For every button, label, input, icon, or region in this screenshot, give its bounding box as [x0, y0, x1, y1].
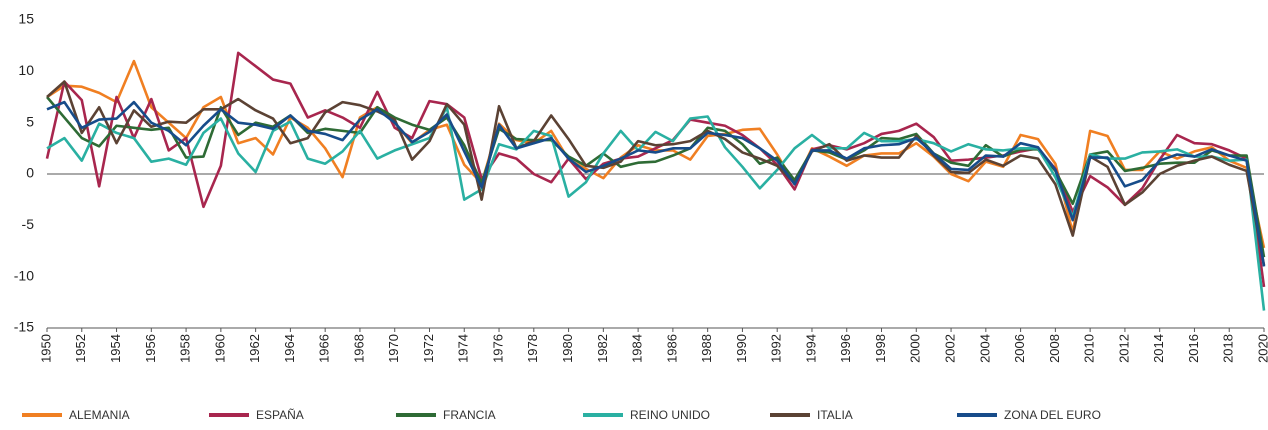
x-tick-label: 1966: [317, 334, 332, 363]
x-tick-label: 1992: [769, 334, 784, 363]
x-tick-label: 1964: [282, 334, 297, 363]
y-tick-label: 0: [26, 165, 34, 181]
y-tick-label: 15: [18, 11, 34, 27]
x-tick-label: 1956: [143, 334, 158, 363]
x-tick-label: 2000: [908, 334, 923, 363]
x-tick-label: 1982: [595, 334, 610, 363]
y-tick-label: -5: [22, 216, 35, 232]
legend-label: ZONA DEL EURO: [1004, 408, 1101, 422]
x-tick-label: 1970: [386, 334, 401, 363]
x-tick-label: 2004: [977, 334, 992, 363]
x-tick-label: 2016: [1186, 334, 1201, 363]
x-tick-label: 1996: [838, 334, 853, 363]
x-tick-label: 2014: [1151, 334, 1166, 363]
x-tick-label: 1962: [247, 334, 262, 363]
series-line: [46, 105, 1266, 311]
x-tick-label: 1998: [873, 334, 888, 363]
legend-label: REINO UNIDO: [630, 408, 710, 422]
x-tick-label: 1952: [73, 334, 88, 363]
y-tick-label: 5: [26, 113, 34, 129]
x-tick-label: 1978: [525, 334, 540, 363]
legend-label: ITALIA: [817, 408, 853, 422]
y-tick-label: 10: [18, 62, 34, 78]
x-tick-label: 1972: [421, 334, 436, 363]
x-tick-label: 2010: [1082, 334, 1097, 363]
y-tick-label: -10: [14, 267, 34, 283]
series-line: [46, 80, 1266, 266]
x-tick-label: 1988: [699, 334, 714, 363]
series-line: [46, 96, 1266, 258]
y-tick-label: -15: [14, 319, 34, 335]
x-tick-label: 1950: [38, 334, 53, 363]
x-tick-label: 2018: [1221, 334, 1236, 363]
series-line: [45, 51, 1266, 288]
x-tick-label: 1976: [490, 334, 505, 363]
x-tick-label: 1968: [351, 334, 366, 363]
x-tick-label: 1986: [664, 334, 679, 363]
x-tick-label: 2002: [942, 334, 957, 363]
x-tick-label: 1960: [212, 334, 227, 363]
legend-label: ALEMANIA: [69, 408, 130, 422]
x-tick-label: 2006: [1012, 334, 1027, 363]
series-line: [46, 59, 1266, 249]
x-tick-label: 2020: [1255, 334, 1268, 363]
legend-label: FRANCIA: [443, 408, 496, 422]
x-tick-label: 2012: [1116, 334, 1131, 363]
x-tick-label: 1954: [108, 334, 123, 363]
x-tick-label: 2008: [1047, 334, 1062, 363]
x-tick-label: 1958: [178, 334, 193, 363]
series-line: [46, 100, 1266, 267]
x-tick-label: 1984: [630, 334, 645, 363]
legend-label: ESPAÑA: [256, 408, 304, 422]
x-tick-label: 1974: [456, 334, 471, 363]
x-tick-label: 1994: [803, 334, 818, 363]
x-tick-label: 1980: [560, 334, 575, 363]
x-tick-label: 1990: [734, 334, 749, 363]
